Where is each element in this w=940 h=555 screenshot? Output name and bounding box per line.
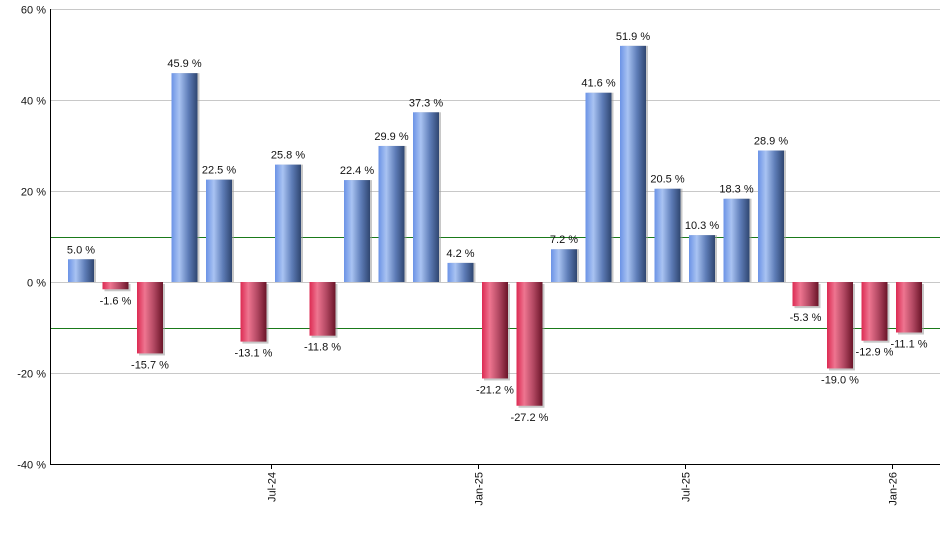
data-label: 29.9 % <box>374 131 408 143</box>
bars <box>68 45 924 408</box>
bar-positive <box>206 179 232 282</box>
y-tick-label: -20 % <box>17 369 46 381</box>
y-tick-label: 0 % <box>27 278 46 290</box>
data-label: 41.6 % <box>581 78 615 90</box>
bar-positive <box>689 235 715 282</box>
bar-negative <box>861 282 888 341</box>
data-label: 28.9 % <box>754 136 788 148</box>
bar-positive <box>344 180 370 282</box>
bar-positive <box>758 150 784 282</box>
data-label: -5.3 % <box>790 312 822 324</box>
x-tick-label: Jul-24 <box>267 472 279 502</box>
bar-positive <box>723 198 750 282</box>
data-label: -19.0 % <box>821 374 859 386</box>
data-label: 4.2 % <box>446 248 474 260</box>
bar-negative <box>309 282 336 336</box>
x-tick-label: Jul-25 <box>681 472 693 502</box>
data-label: 22.5 % <box>202 165 236 177</box>
bar-negative <box>516 282 543 406</box>
bar-positive <box>413 112 439 282</box>
bar-negative <box>827 282 853 369</box>
y-tick-label: 20 % <box>21 187 46 199</box>
data-label: 18.3 % <box>719 184 753 196</box>
data-label: 5.0 % <box>67 244 95 256</box>
bar-positive <box>171 73 198 282</box>
bar-negative <box>102 282 129 290</box>
bar-negative <box>240 282 267 342</box>
bar-positive <box>275 164 301 282</box>
bar-positive <box>378 145 405 282</box>
data-label: -11.8 % <box>304 342 341 354</box>
bar-positive <box>654 188 681 282</box>
data-label: -15.7 % <box>131 359 169 371</box>
data-label: -11.1 % <box>890 339 927 351</box>
data-label: 37.3 % <box>409 97 443 109</box>
y-tick-label: 40 % <box>21 96 46 108</box>
bar-positive <box>620 45 646 283</box>
bar-positive <box>68 259 94 282</box>
bar-negative <box>792 282 819 307</box>
y-tick-label: -40 % <box>17 460 46 472</box>
data-label: -27.2 % <box>511 412 549 424</box>
y-tick-label: 60 % <box>21 5 46 17</box>
data-label: 51.9 % <box>616 31 650 43</box>
data-label: 20.5 % <box>650 174 684 186</box>
x-tick-label: Jan-25 <box>474 472 486 506</box>
bar-positive <box>447 262 474 282</box>
data-label: -1.6 % <box>100 295 132 307</box>
data-labels: 5.0 % -1.6 % -15.7 % 45.9 % 22.5 % -13.1 % 25.… <box>67 31 928 424</box>
data-label: -21.2 % <box>476 384 514 396</box>
data-label: 7.2 % <box>550 234 578 246</box>
bar-negative <box>137 282 163 354</box>
bar-positive <box>551 249 577 282</box>
x-tick-label: Jan-26 <box>888 472 900 506</box>
bar-negative <box>482 282 508 379</box>
data-label: -12.9 % <box>856 347 894 359</box>
data-label: 45.9 % <box>167 58 201 70</box>
axes: -40 % -20 % 0 % 20 % 40 % 60 % Jul-24 Jan-25 Jul… <box>17 5 940 506</box>
data-label: 22.4 % <box>340 165 374 177</box>
bar-negative <box>896 282 922 333</box>
bar-positive <box>585 92 612 282</box>
data-label: 25.8 % <box>271 150 305 162</box>
data-label: -13.1 % <box>235 348 273 360</box>
data-label: 10.3 % <box>685 220 719 232</box>
